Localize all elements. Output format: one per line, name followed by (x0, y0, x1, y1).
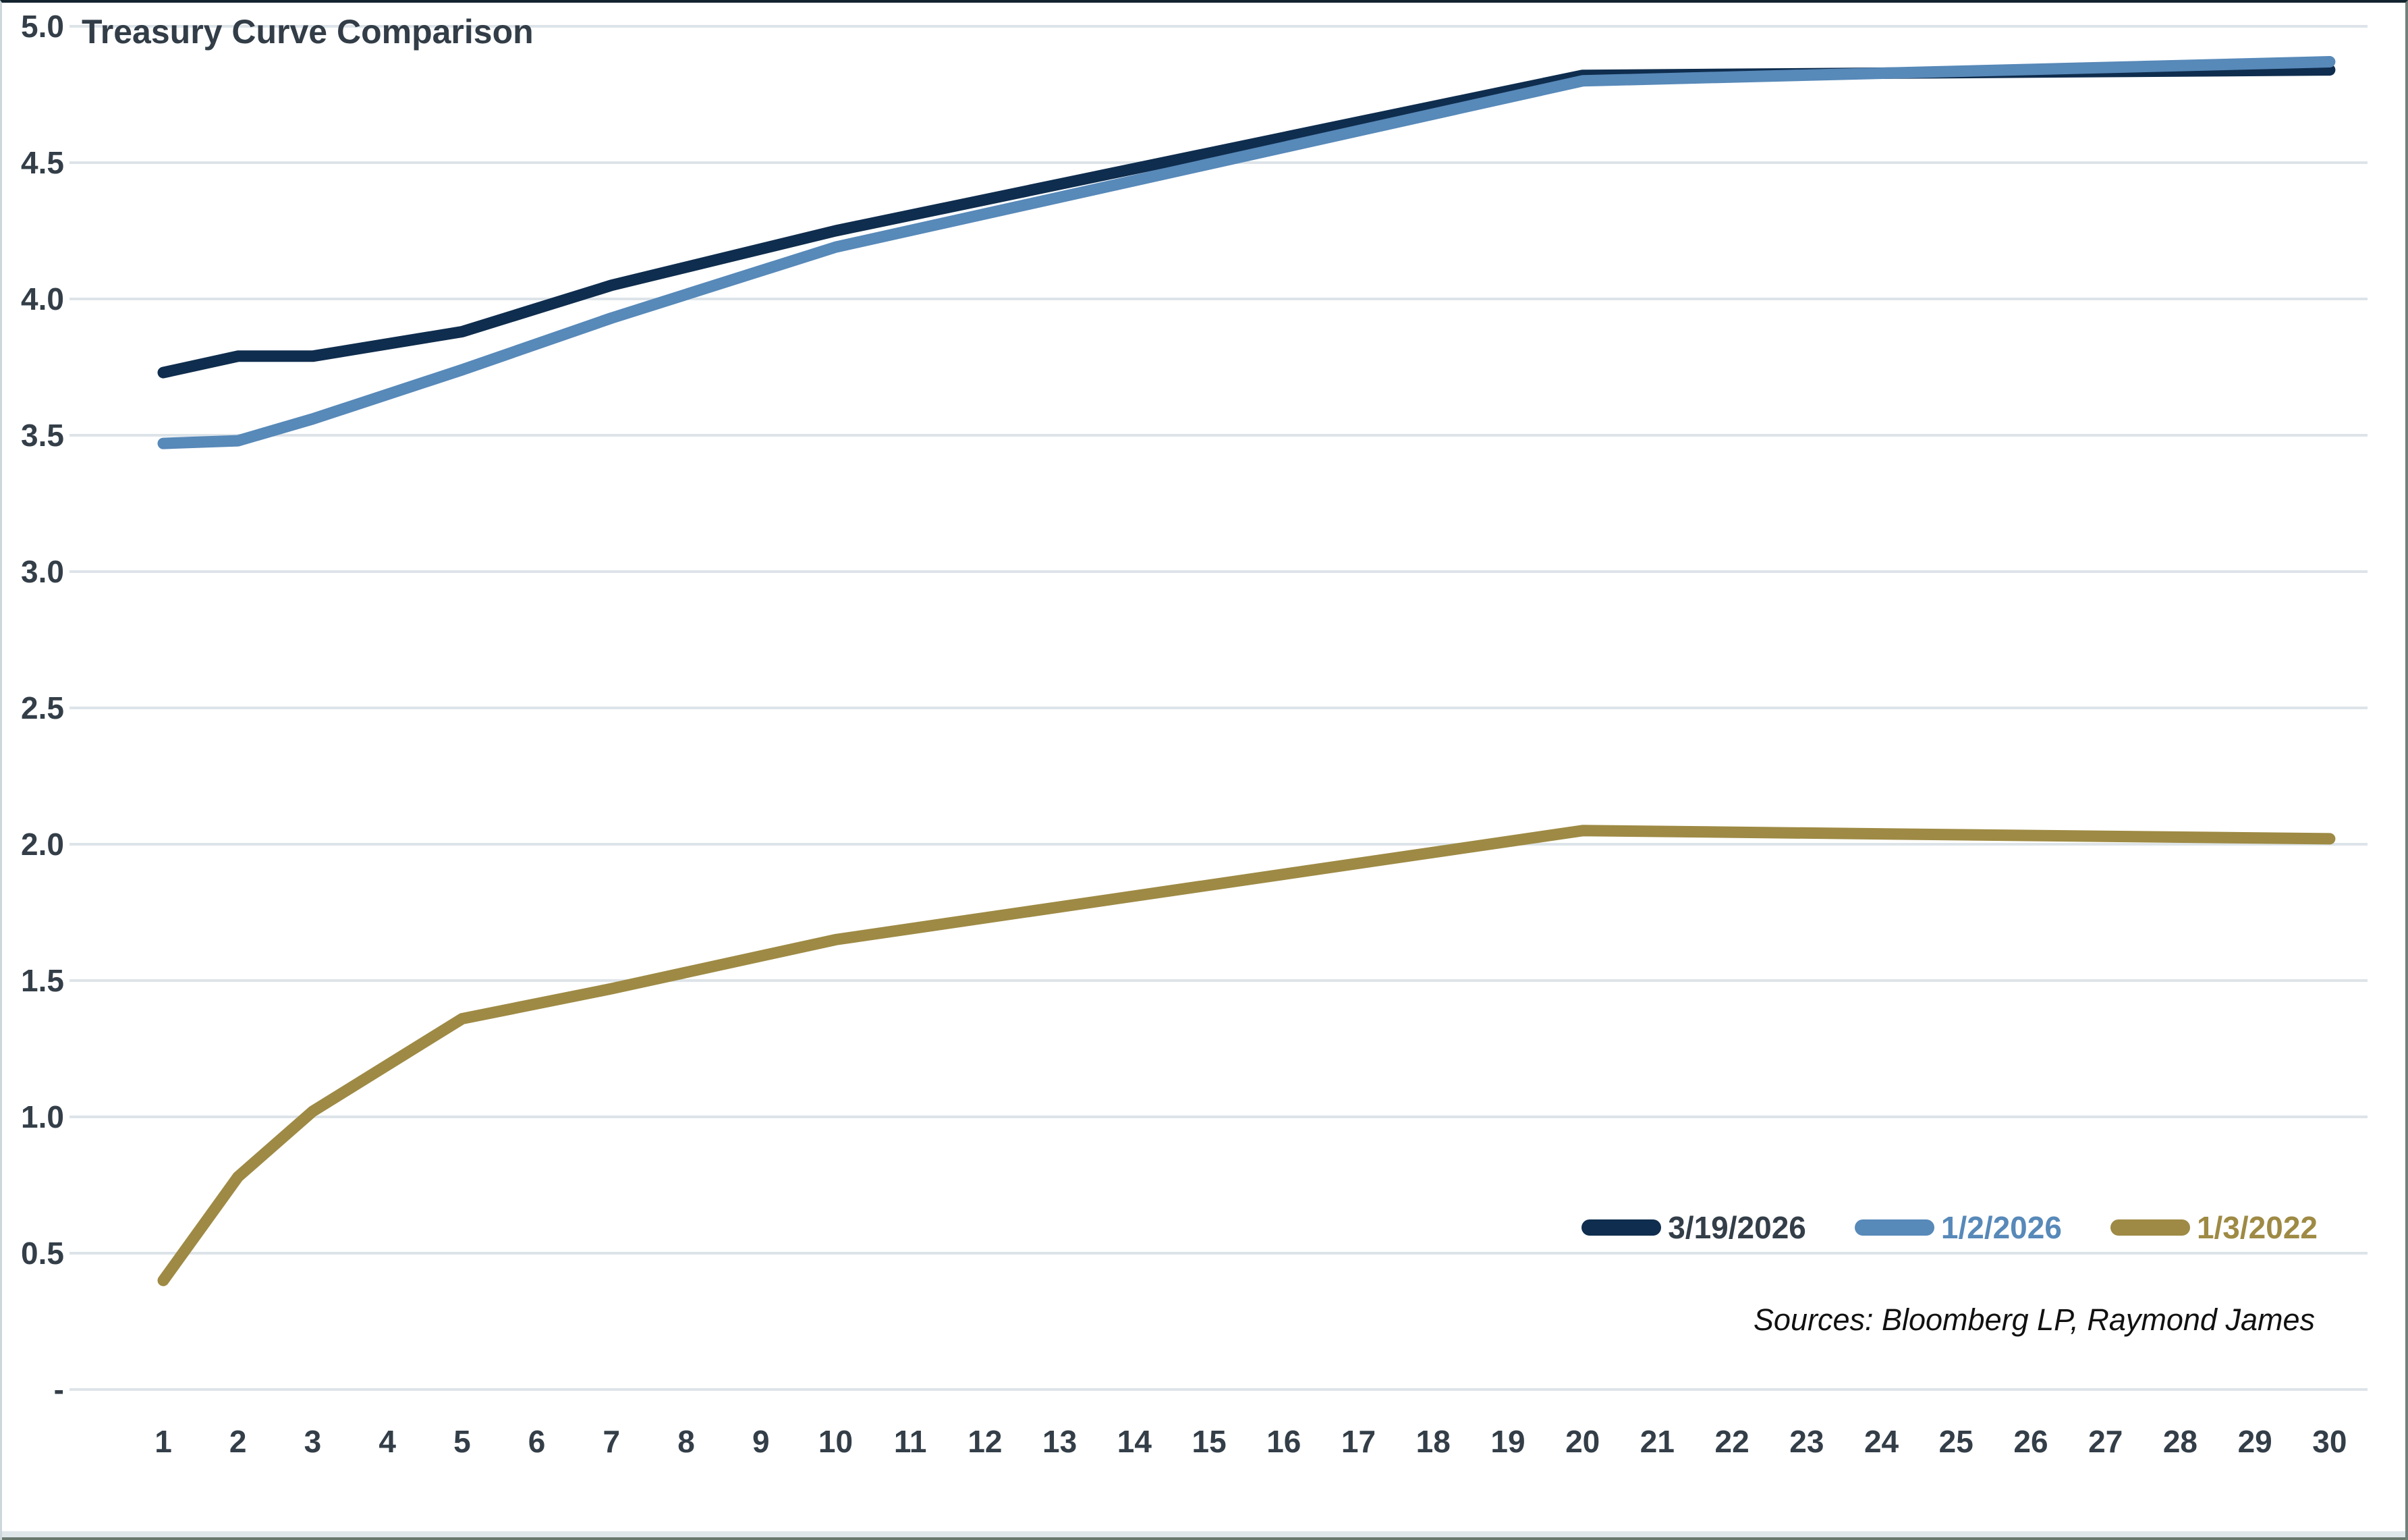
x-axis-tick-label: 16 (1266, 1424, 1301, 1459)
x-axis-tick-label: 27 (2088, 1424, 2123, 1459)
legend-item-3-19-2026: 3/19/2026 (1581, 1209, 1806, 1246)
legend-swatch-icon (1581, 1219, 1662, 1236)
x-axis-tick-label: 17 (1341, 1424, 1376, 1459)
x-axis-tick-label: 11 (893, 1424, 927, 1459)
x-axis-tick-label: 9 (752, 1424, 770, 1459)
y-axis-tick-label: 0.5 (21, 1236, 64, 1271)
x-axis-tick-label: 2 (229, 1424, 247, 1459)
legend-item-1-2-2026: 1/2/2026 (1854, 1209, 2062, 1246)
legend-swatch-icon (2110, 1219, 2190, 1236)
x-axis-tick-label: 8 (677, 1424, 695, 1459)
y-axis-tick-label: 4.5 (21, 145, 64, 180)
y-axis-tick-label: 3.0 (21, 554, 64, 589)
x-axis-tick-label: 4 (379, 1424, 396, 1459)
x-axis-tick-label: 14 (1117, 1424, 1152, 1459)
y-axis-tick-label: 4.0 (21, 281, 64, 317)
y-axis-tick-label: 5.0 (21, 9, 64, 44)
chart-plot-area (69, 25, 2368, 1391)
y-axis-tick-label: 1.0 (21, 1099, 64, 1134)
gridlines (69, 25, 2368, 1391)
legend-label: 3/19/2026 (1668, 1210, 1806, 1245)
series-line-3-19-2026 (157, 64, 2336, 379)
y-axis-tick-label: 3.5 (21, 418, 64, 453)
y-axis-tick-label: 2.5 (21, 690, 64, 725)
legend-item-1-3-2022: 1/3/2022 (2110, 1209, 2318, 1246)
x-axis-tick-label: 26 (2013, 1424, 2048, 1459)
x-axis-tick-label: 1 (155, 1424, 172, 1459)
bottom-band-divider (2, 1531, 2405, 1537)
x-axis-tick-label: 6 (528, 1424, 546, 1459)
x-axis-tick-label: 15 (1192, 1424, 1227, 1459)
bottom-edge-divider (2, 1537, 2405, 1540)
x-axis-tick-label: 21 (1640, 1424, 1675, 1459)
x-axis-tick-label: 18 (1416, 1424, 1451, 1459)
x-axis-tick-label: 3 (304, 1424, 322, 1459)
x-axis-tick-label: 19 (1490, 1424, 1525, 1459)
series-line-1-3-2022 (157, 825, 2336, 1286)
y-axis-tick-label: 2.0 (21, 827, 64, 862)
x-axis-tick-label: 13 (1042, 1424, 1077, 1459)
x-axis-tick-label: 20 (1565, 1424, 1600, 1459)
x-axis-tick-label: 28 (2162, 1424, 2198, 1459)
x-axis-tick-label: 30 (2312, 1424, 2347, 1459)
x-axis-tick-label: 23 (1789, 1424, 1824, 1459)
series-line-1-2-2026 (157, 56, 2336, 449)
x-axis-tick-label: 24 (1864, 1424, 1899, 1459)
chart-title: Treasury Curve Comparison (82, 13, 534, 51)
x-axis-tick-label: 7 (603, 1424, 621, 1459)
legend-swatch-icon (1854, 1219, 1934, 1236)
x-axis-tick-label: 12 (968, 1424, 1003, 1459)
legend-label: 1/3/2022 (2196, 1210, 2318, 1245)
series-lines (157, 56, 2336, 1286)
chart-legend: 3/19/2026 1/2/2026 1/3/2022 (1581, 1209, 2318, 1246)
legend-label: 1/2/2026 (1940, 1210, 2062, 1245)
x-axis-tick-label: 5 (453, 1424, 471, 1459)
y-axis-tick-label: 1.5 (21, 963, 64, 998)
y-axis-tick-label: - (53, 1372, 64, 1407)
x-axis-tick-label: 25 (1938, 1424, 1973, 1459)
x-axis-tick-label: 10 (818, 1424, 853, 1459)
x-axis-tick-label: 22 (1714, 1424, 1749, 1459)
source-note: Sources: Bloomberg LP, Raymond James (1753, 1302, 2315, 1337)
x-axis-tick-label: 29 (2237, 1424, 2272, 1459)
